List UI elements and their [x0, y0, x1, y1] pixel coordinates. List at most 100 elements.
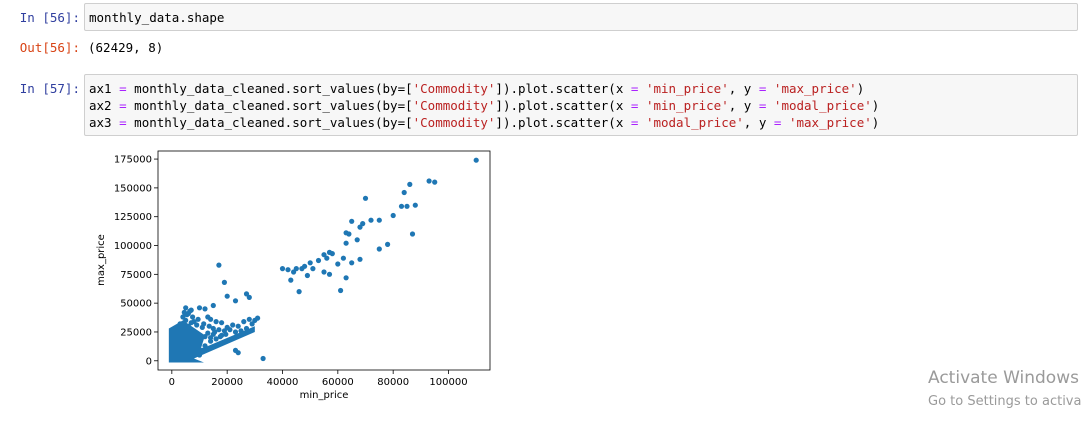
activate-windows-title: Activate Windows — [928, 368, 1079, 388]
data-point — [304, 272, 310, 279]
x-ticks: 0 20000 40000 60000 80000 100000 — [169, 370, 468, 388]
data-point — [246, 316, 252, 322]
y-ticks: 0 25000 50000 75000 100000 125000 150000 175000 — [114, 155, 158, 367]
data-point — [232, 298, 239, 304]
data-point — [216, 327, 222, 333]
data-point — [235, 350, 241, 356]
x-tick-label: 100000 — [429, 377, 467, 388]
data-point — [307, 260, 313, 266]
x-axis-label: min_price — [300, 390, 349, 401]
x-tick-label: 40000 — [267, 377, 299, 388]
data-point — [432, 179, 438, 185]
data-point — [357, 224, 363, 230]
data-point — [232, 329, 239, 335]
data-point — [426, 178, 432, 184]
data-point — [291, 269, 297, 275]
plot-frame — [157, 150, 491, 371]
data-point — [223, 331, 229, 337]
data-point — [368, 217, 374, 223]
data-point — [195, 316, 201, 322]
data-point — [338, 287, 344, 294]
data-point — [213, 319, 219, 325]
data-point — [190, 314, 196, 320]
data-point — [216, 262, 222, 268]
y-tick-label: 125000 — [114, 212, 152, 223]
y-tick-label: 75000 — [120, 270, 152, 281]
data-point — [349, 260, 355, 266]
code-line: monthly_data.shape — [89, 10, 225, 25]
data-point — [315, 257, 322, 264]
data-point — [343, 275, 349, 281]
data-point — [206, 323, 212, 329]
code-input-56[interactable]: monthly_data.shape — [84, 3, 1078, 31]
code-input-57[interactable]: ax1 = monthly_data_cleaned.sort_values(b… — [84, 74, 1078, 136]
data-point — [360, 221, 366, 227]
dense-point-cluster — [168, 320, 255, 363]
data-point — [208, 338, 214, 344]
activate-windows-subtitle: Go to Settings to activa — [928, 394, 1082, 409]
data-point — [249, 321, 255, 327]
data-point — [321, 269, 327, 275]
data-point — [246, 294, 252, 300]
data-point — [385, 241, 391, 247]
data-point — [404, 203, 410, 209]
data-point — [398, 203, 405, 209]
x-tick-label: 0 — [169, 377, 175, 388]
y-tick-label: 50000 — [120, 299, 152, 310]
data-point — [279, 266, 286, 272]
data-point — [227, 327, 233, 333]
input-prompt-57: In [57]: — [19, 81, 80, 96]
data-point — [188, 320, 194, 326]
data-point — [210, 302, 216, 309]
data-point — [181, 309, 187, 315]
data-point — [221, 279, 227, 285]
code-line-2: ax2 = monthly_data_cleaned.sort_values(b… — [89, 98, 880, 113]
data-point — [230, 322, 236, 328]
x-tick-label: 60000 — [322, 377, 354, 388]
data-point — [335, 261, 341, 267]
data-point — [343, 240, 349, 246]
data-point — [235, 323, 241, 329]
output-prompt-56: Out[56]: — [19, 40, 80, 55]
data-point — [288, 277, 294, 283]
points-layer — [168, 157, 479, 363]
data-point — [401, 189, 407, 196]
input-prompt-56: In [56]: — [19, 10, 80, 25]
code-line-3: ax3 = monthly_data_cleaned.sort_values(b… — [89, 115, 880, 130]
data-point — [409, 231, 416, 237]
data-point — [224, 293, 230, 299]
data-point — [346, 231, 352, 237]
data-point — [296, 289, 302, 295]
data-point — [329, 251, 335, 257]
data-point — [310, 266, 316, 272]
data-point — [260, 355, 266, 362]
y-axis-label: max_price — [96, 234, 107, 286]
data-point — [241, 319, 247, 325]
data-point — [407, 181, 413, 187]
data-point — [473, 157, 479, 163]
data-point — [326, 271, 333, 277]
data-point — [255, 315, 261, 321]
x-tick-label: 80000 — [377, 377, 409, 388]
data-point — [205, 330, 211, 336]
y-tick-label: 150000 — [114, 183, 152, 194]
data-point — [376, 246, 382, 252]
data-point — [212, 329, 218, 335]
data-point — [187, 308, 193, 314]
data-point — [208, 316, 214, 322]
data-point — [362, 195, 369, 201]
data-point — [217, 334, 223, 340]
data-point — [201, 321, 207, 327]
data-point — [194, 322, 200, 328]
data-point — [202, 306, 208, 312]
data-point — [376, 217, 382, 223]
y-tick-label: 0 — [146, 356, 152, 367]
data-point — [196, 305, 203, 311]
data-point — [321, 252, 327, 258]
output-text-56: (62429, 8) — [88, 40, 164, 55]
y-tick-label: 100000 — [114, 241, 152, 252]
x-tick-label: 20000 — [211, 377, 243, 388]
data-point — [340, 255, 346, 261]
data-point — [324, 255, 330, 261]
data-point — [354, 237, 360, 243]
